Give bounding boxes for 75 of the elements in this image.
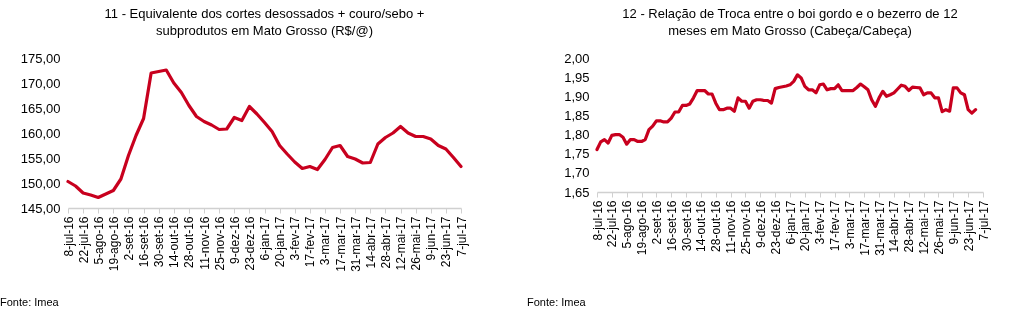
- x-tick-label: 16-set-16: [137, 216, 152, 268]
- y-tick-label: 1,75: [564, 146, 590, 162]
- x-tick-label: 6-jan-17: [258, 216, 272, 261]
- y-tick-label: 1,70: [564, 165, 590, 181]
- x-tick-label: 3-fev-17: [288, 216, 303, 261]
- x-tick-label: 26-mai-17: [409, 216, 424, 271]
- y-tick-label: 1,90: [564, 88, 590, 104]
- x-tick-label: 9-jun-17: [946, 200, 961, 245]
- x-tick-label: 6-jan-17: [783, 200, 798, 245]
- x-tick-label: 17-mar-17: [857, 200, 872, 256]
- x-tick-label: 7-jul-17: [454, 216, 469, 257]
- x-tick-label: 9-dez-16: [227, 216, 242, 264]
- x-tick-label: 28-abr-17: [902, 200, 917, 253]
- y-tick-label: 150,00: [20, 175, 61, 191]
- x-tick-label: 9-dez-16: [753, 200, 768, 248]
- x-tick-label: 14-out-16: [694, 200, 709, 252]
- x-tick-label: 11-nov-16: [724, 200, 739, 254]
- x-tick-label: 30-set-16: [679, 200, 694, 252]
- x-tick-label: 7-jul-17: [976, 200, 991, 241]
- x-tick-label: 31-mar-17: [872, 200, 887, 256]
- x-tick-label: 25-nov-16: [738, 200, 753, 255]
- x-tick-label: 26-mai-17: [931, 200, 946, 255]
- x-tick-label: 14-out-16: [167, 216, 182, 268]
- y-tick-label: 160,00: [20, 125, 61, 141]
- y-tick-label: 165,00: [20, 100, 61, 116]
- x-tick-label: 16-set-16: [664, 200, 679, 252]
- x-tick-label: 23-dez-16: [242, 216, 257, 271]
- x-tick-label: 8-jul-16: [590, 200, 605, 241]
- x-tick-label: 3-mar-17: [842, 200, 857, 250]
- x-tick-label: 17-fev-17: [828, 200, 843, 252]
- x-tick-label: 3-mar-17: [318, 216, 333, 266]
- x-tick-label: 2-set-16: [121, 216, 136, 261]
- x-tick-label: 22-jul-16: [76, 216, 91, 264]
- x-tick-label: 23-dez-16: [768, 200, 783, 255]
- x-tick-label: 9-jun-17: [424, 216, 439, 261]
- y-tick-label: 170,00: [20, 75, 61, 91]
- x-tick-label: 28-out-16: [709, 200, 724, 252]
- y-tick-label: 1,65: [564, 184, 590, 200]
- x-tick-label: 17-fev-17: [303, 216, 318, 268]
- line-series: [66, 68, 463, 200]
- y-tick-label: 2,00: [564, 50, 590, 66]
- source-note: Fonte: Imea: [0, 296, 60, 308]
- x-tick-label: 8-jul-16: [61, 216, 76, 257]
- source-note: Fonte: Imea: [527, 296, 587, 308]
- x-tick-label: 20-jan-17: [273, 216, 288, 268]
- x-tick-label: 12-mai-17: [917, 200, 932, 255]
- x-tick-label: 31-mar-17: [348, 216, 363, 272]
- y-tick-label: 1,95: [564, 69, 590, 85]
- y-tick-label: 1,85: [564, 107, 590, 123]
- x-tick-label: 23-jun-17: [961, 200, 976, 252]
- chart-title: 12 - Relação de Troca entre o boi gordo e o bezerro de 12 meses em Mato Grosso (Cabeça/Cabeça): [622, 6, 958, 38]
- y-tick-label: 155,00: [20, 150, 61, 166]
- x-tick-label: 30-set-16: [152, 216, 167, 268]
- line-series: [595, 73, 978, 152]
- x-tick-label: 3-fev-17: [813, 200, 828, 245]
- x-tick-label: 25-nov-16: [212, 216, 227, 271]
- x-tick-label: 12-mai-17: [394, 216, 409, 271]
- x-tick-label: 11-nov-16: [197, 216, 212, 270]
- x-tick-label: 19-ago-16: [106, 216, 121, 272]
- y-tick-label: 1,80: [564, 127, 590, 143]
- x-tick-label: 5-ago-16: [620, 200, 635, 249]
- x-tick-label: 19-ago-16: [635, 200, 650, 256]
- x-tick-label: 22-jul-16: [605, 200, 620, 248]
- y-tick-label: 145,00: [20, 200, 61, 216]
- x-tick-label: 23-jun-17: [439, 216, 454, 268]
- x-tick-label: 20-jan-17: [798, 200, 813, 252]
- x-tick-label: 14-abr-17: [887, 200, 902, 253]
- x-tick-label: 2-set-16: [649, 200, 664, 245]
- y-tick-label: 175,00: [20, 50, 61, 66]
- x-tick-label: 28-out-16: [182, 216, 197, 268]
- x-tick-label: 28-abr-17: [378, 216, 393, 269]
- x-tick-label: 17-mar-17: [333, 216, 348, 272]
- x-tick-label: 14-abr-17: [363, 216, 378, 269]
- x-tick-label: 5-ago-16: [91, 216, 106, 265]
- chart-title: 11 - Equivalente dos cortes desossados + couro/sebo + subprodutos em Mato Grosso (R$/@): [104, 6, 425, 38]
